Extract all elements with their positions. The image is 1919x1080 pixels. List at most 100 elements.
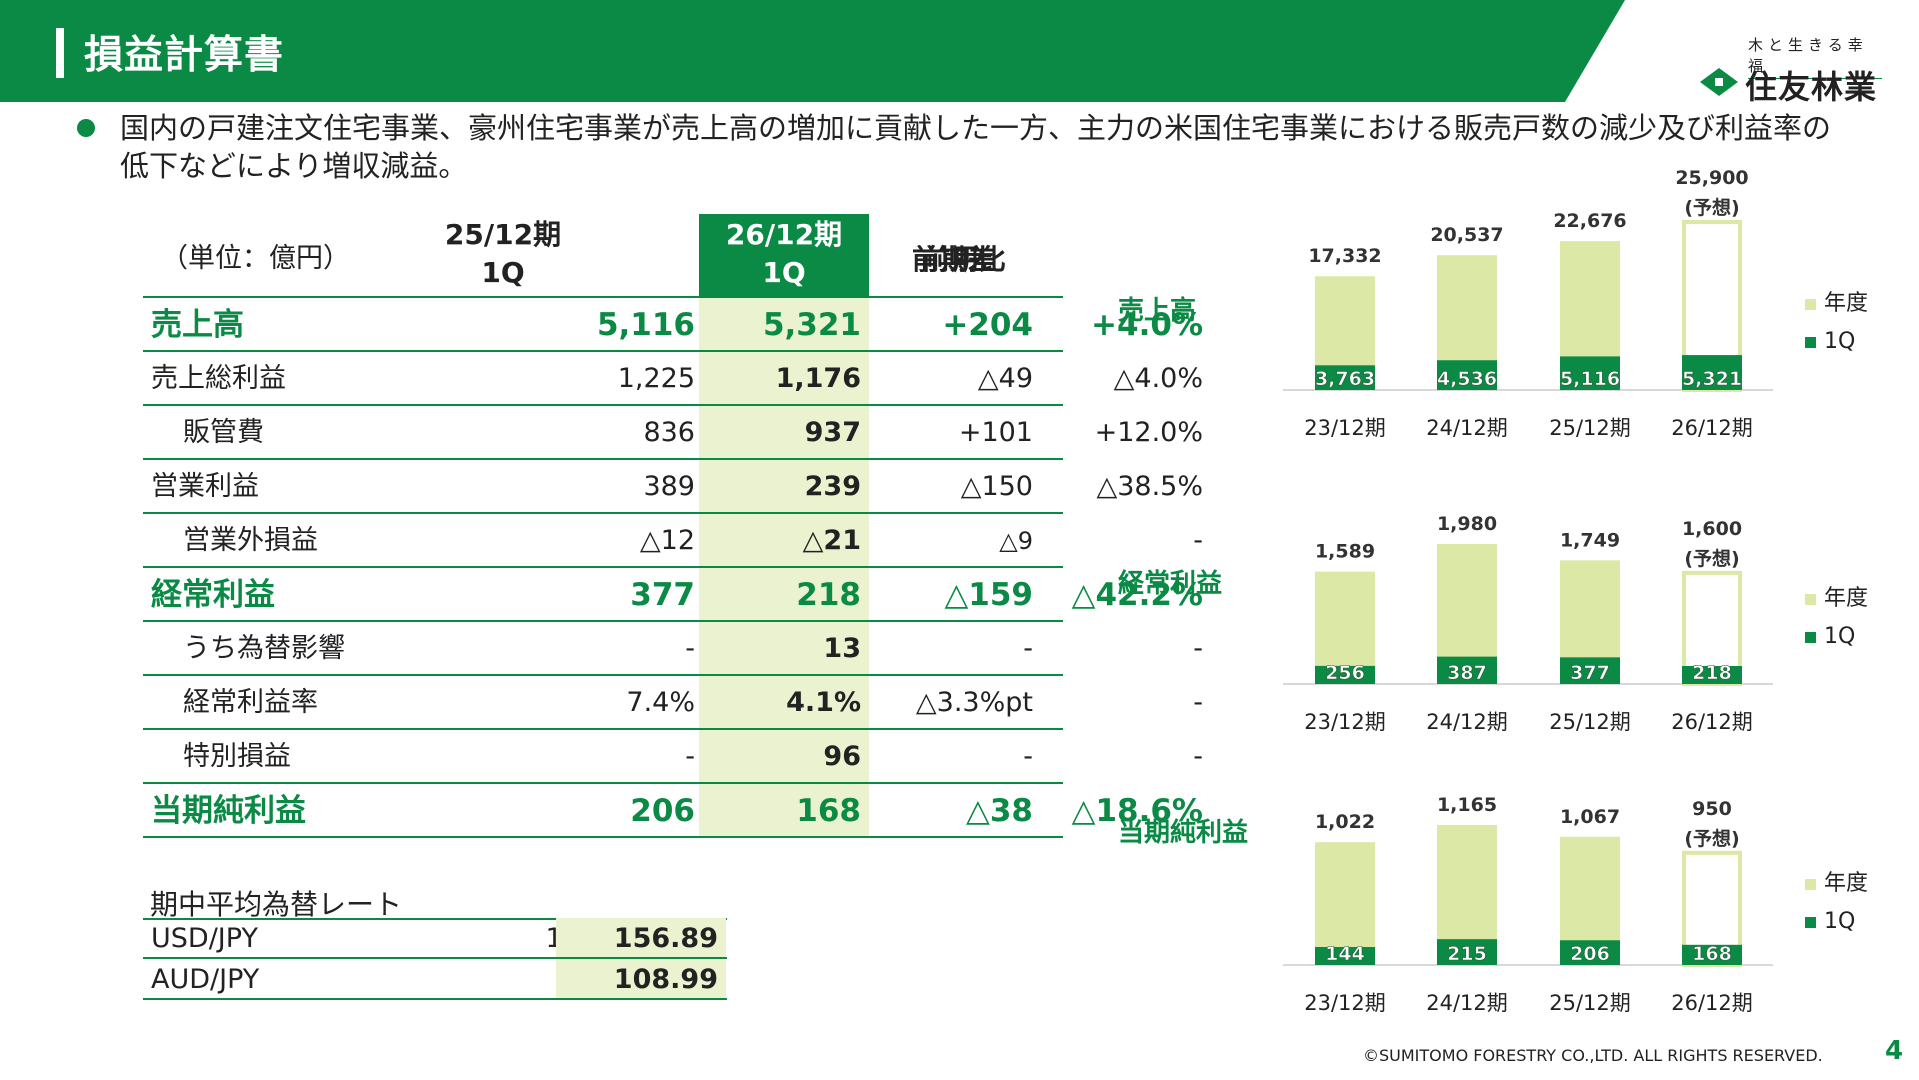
diff-value: △159 xyxy=(944,577,1033,613)
ratio-value: △4.0% xyxy=(1113,363,1203,394)
current-value: 5,321 xyxy=(762,307,861,343)
bullet-icon xyxy=(77,119,95,137)
legend-item: 年度 xyxy=(1805,285,1868,317)
legend-label: 1Q xyxy=(1824,329,1856,354)
forecast-label: (予想) xyxy=(1684,547,1739,570)
table-row: 営業外損益 △12 △21 △9 - xyxy=(143,514,1203,568)
prior-value: 5,116 xyxy=(596,307,695,343)
legend-swatch xyxy=(1805,298,1816,310)
current-value: 96 xyxy=(823,741,861,772)
legend-item: 年度 xyxy=(1805,580,1868,612)
row-label: 経常利益率 xyxy=(183,687,318,718)
legend-item: 年度 xyxy=(1805,865,1868,897)
page-number: 4 xyxy=(1885,1036,1904,1066)
category-label: 25/12期 xyxy=(1549,710,1631,734)
category-label: 26/12期 xyxy=(1671,991,1753,1015)
diff-value: △150 xyxy=(960,471,1033,502)
q1-value-label: 387 xyxy=(1447,662,1487,684)
ratio-value: +12.0% xyxy=(1094,417,1203,448)
prior-value: 836 xyxy=(643,417,695,448)
category-label: 24/12期 xyxy=(1426,710,1508,734)
fx-row: USD/JPY152.62156.89 xyxy=(143,918,727,959)
legend-swatch xyxy=(1805,593,1816,605)
legend-swatch xyxy=(1805,336,1816,348)
q1-value-label: 5,321 xyxy=(1682,368,1742,390)
q1-value-label: 5,116 xyxy=(1560,368,1620,390)
legend-swatch xyxy=(1805,878,1816,890)
annual-value-label: 25,900 xyxy=(1675,167,1748,189)
q1-value-label: 377 xyxy=(1570,662,1610,684)
current-value: 218 xyxy=(796,577,861,613)
q1-bar xyxy=(1682,666,1742,684)
legend-swatch xyxy=(1805,916,1816,928)
prior-value: - xyxy=(685,633,695,664)
row-label: 売上高 xyxy=(151,307,244,343)
annual-value-label: 1,589 xyxy=(1315,541,1375,563)
fx-title: 期中平均為替レート xyxy=(150,888,403,921)
current-value: 239 xyxy=(804,471,861,502)
annual-value-label: 1,600 xyxy=(1682,518,1742,540)
ratio-value: △38.5% xyxy=(1096,471,1203,502)
annual-value-label: 20,537 xyxy=(1430,224,1503,246)
table-row: 経常利益率 7.4% 4.1% △3.3%pt - xyxy=(143,676,1203,730)
ratio-value: - xyxy=(1193,687,1203,718)
chart-title: 当期純利益 xyxy=(1118,818,1249,848)
fx-top-divider xyxy=(143,918,727,920)
table-row: 営業利益 389 239 △150 △38.5% xyxy=(143,460,1203,514)
q1-value-label: 3,763 xyxy=(1315,368,1375,390)
prior-value: 389 xyxy=(643,471,695,502)
table-row: 売上総利益 1,225 1,176 △49 △4.0% xyxy=(143,352,1203,406)
legend-swatch xyxy=(1805,631,1816,643)
diff-value: - xyxy=(1023,741,1033,772)
ratio-value: +4.0% xyxy=(1091,307,1203,343)
current-period-header: 26/12期 1Q xyxy=(699,216,869,292)
prior-value: - xyxy=(685,741,695,772)
diff-value: △3.3%pt xyxy=(915,687,1033,718)
current-value: △21 xyxy=(802,525,861,556)
q1-bar xyxy=(1560,940,1620,965)
row-label: 営業利益 xyxy=(151,471,259,502)
diff-value: +101 xyxy=(958,417,1033,448)
table-row: 経常利益 377 218 △159 △42.2% xyxy=(143,568,1203,622)
row-label: 販管費 xyxy=(183,417,264,448)
q1-bar xyxy=(1682,355,1742,390)
prior-value: 377 xyxy=(630,577,695,613)
row-label: 売上総利益 xyxy=(151,363,286,394)
annual-value-label: 17,332 xyxy=(1308,245,1381,267)
q1-bar xyxy=(1437,360,1497,390)
row-label: 営業外損益 xyxy=(183,525,318,556)
q1-value-label: 218 xyxy=(1692,662,1732,684)
fx-currency-pair: AUD/JPY xyxy=(151,964,260,995)
prior-period-header: 25/12期 1Q xyxy=(393,216,613,292)
prior-value: △12 xyxy=(639,525,695,556)
annual-value-label: 22,676 xyxy=(1553,210,1626,232)
fx-current-rate: 108.99 xyxy=(556,959,726,998)
annual-value-label: 950 xyxy=(1692,798,1732,820)
annual-value-label: 1,165 xyxy=(1437,794,1497,816)
ratio-value: - xyxy=(1193,741,1203,772)
q1-value-label: 206 xyxy=(1570,943,1610,965)
legend-label: 1Q xyxy=(1824,909,1856,934)
prior-period-header-line2: 1Q xyxy=(481,256,525,289)
annual-value-label: 1,067 xyxy=(1560,806,1620,828)
q1-bar xyxy=(1315,665,1375,684)
q1-bar xyxy=(1315,947,1375,965)
legend-item: 1Q xyxy=(1805,329,1855,354)
annual-bar xyxy=(1315,571,1375,684)
q1-bar xyxy=(1437,939,1497,965)
row-label: うち為替影響 xyxy=(183,633,345,664)
forecast-label: (予想) xyxy=(1684,196,1739,219)
category-label: 25/12期 xyxy=(1549,991,1631,1015)
row-label: 経常利益 xyxy=(151,577,275,613)
category-label: 23/12期 xyxy=(1304,416,1386,440)
category-label: 25/12期 xyxy=(1549,416,1631,440)
prior-period-header-line1: 25/12期 xyxy=(444,218,562,251)
legend-label: 1Q xyxy=(1824,624,1856,649)
diff-header: 前期差 xyxy=(911,243,996,276)
page-title: 損益計算書 xyxy=(84,33,285,78)
q1-bar xyxy=(1560,657,1620,684)
current-value: 168 xyxy=(796,793,861,829)
company-logo-icon xyxy=(1700,68,1738,96)
current-value: 1,176 xyxy=(775,363,861,394)
